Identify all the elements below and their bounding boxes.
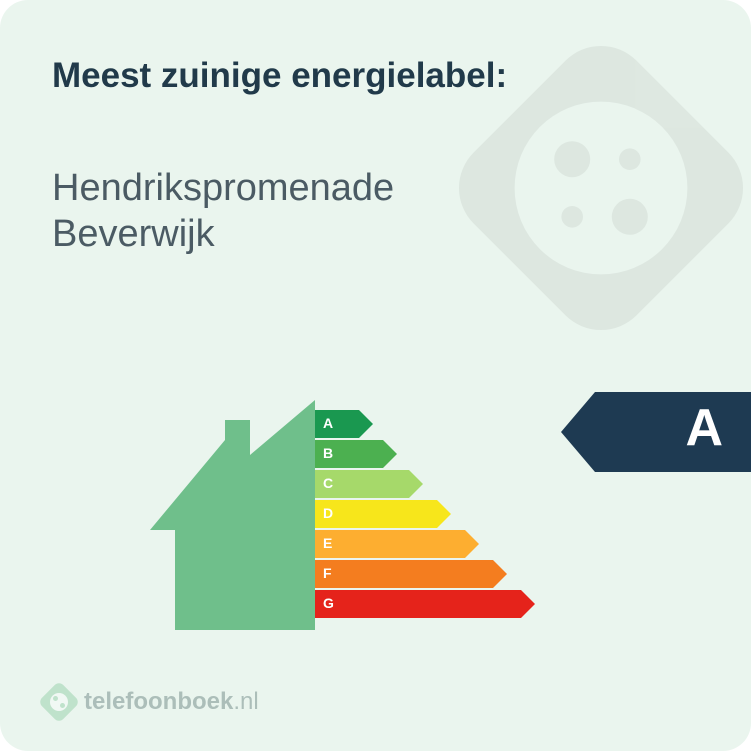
bar-label: A	[323, 415, 333, 431]
bar-label: G	[323, 595, 334, 611]
house-icon	[150, 400, 315, 630]
bar-label: B	[323, 445, 333, 461]
energy-label-card: Meest zuinige energielabel: Hendriksprom…	[0, 0, 751, 751]
brand-tld: .nl	[233, 688, 258, 715]
energy-label-chart: ABCDEFG	[150, 400, 580, 630]
energy-rating-badge: A	[561, 392, 751, 472]
bar-label: E	[323, 535, 332, 551]
brand-icon	[38, 681, 80, 723]
footer-brand: telefoonboek.nl	[44, 687, 259, 717]
city-name: Beverwijk	[52, 212, 394, 258]
street-name: Hendrikspromenade	[52, 166, 394, 212]
location-subtitle: Hendrikspromenade Beverwijk	[52, 166, 394, 257]
bar-label: F	[323, 565, 332, 581]
bar-label: C	[323, 475, 333, 491]
page-title: Meest zuinige energielabel:	[52, 56, 507, 96]
brand-text: telefoonboek.nl	[84, 688, 259, 716]
bar-label: D	[323, 505, 333, 521]
brand-name: telefoonboek	[84, 688, 233, 715]
rating-letter: A	[685, 398, 723, 458]
